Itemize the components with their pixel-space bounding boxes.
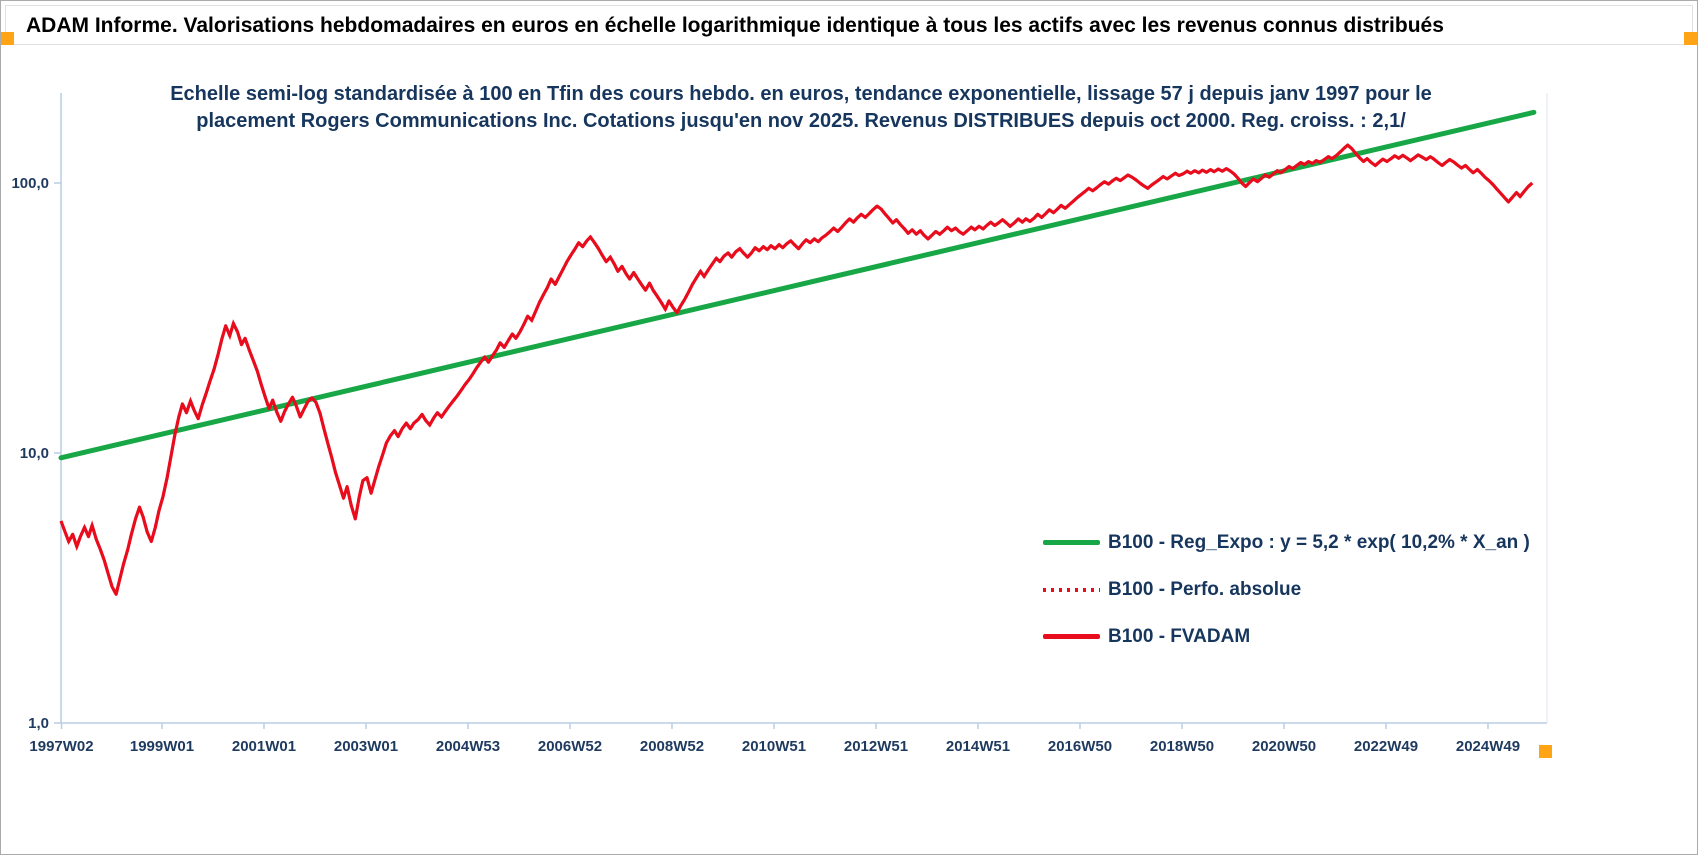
selection-handle-right[interactable] bbox=[1684, 32, 1697, 45]
x-tick-label: 2006W52 bbox=[538, 738, 602, 755]
x-tick-label: 2020W50 bbox=[1252, 738, 1316, 755]
green-line-swatch-icon bbox=[1043, 540, 1100, 545]
regression-line bbox=[58, 109, 1537, 461]
legend-item-fvadam[interactable]: B100 - FVADAM bbox=[1043, 613, 1530, 660]
selection-handle-left[interactable] bbox=[1, 32, 14, 45]
x-tick-label: 2003W01 bbox=[334, 738, 398, 755]
chart-title: Echelle semi-log standardisée à 100 en T… bbox=[71, 81, 1531, 135]
x-tick-label: 2016W50 bbox=[1048, 738, 1112, 755]
x-tick-label: 2018W50 bbox=[1150, 738, 1214, 755]
chart-title-line1: Echelle semi-log standardisée à 100 en T… bbox=[170, 83, 1432, 105]
x-tick-label: 2001W01 bbox=[232, 738, 296, 755]
x-tick-label: 2010W51 bbox=[742, 738, 806, 755]
y-tick-label: 10,0 bbox=[20, 445, 49, 462]
y-tick-label: 1,0 bbox=[28, 715, 49, 732]
fvadam-line bbox=[59, 143, 1534, 596]
x-tick-label: 2024W49 bbox=[1456, 738, 1520, 755]
red-line-swatch-icon bbox=[1043, 634, 1100, 639]
x-tick-label: 2022W49 bbox=[1354, 738, 1418, 755]
chart-title-line2: placement Rogers Communications Inc. Cot… bbox=[196, 110, 1406, 132]
x-tick-label: 2012W51 bbox=[844, 738, 908, 755]
y-tick-label: 100,0 bbox=[11, 175, 49, 192]
selection-handle-chart[interactable] bbox=[1539, 745, 1552, 758]
red-dotted-swatch-icon bbox=[1043, 587, 1100, 592]
legend-label: B100 - FVADAM bbox=[1108, 625, 1251, 647]
header-banner: ADAM Informe. Valorisations hebdomadaire… bbox=[5, 5, 1693, 45]
legend-label: B100 - Reg_Expo : y = 5,2 * exp( 10,2% *… bbox=[1108, 531, 1530, 553]
x-tick-label: 2004W53 bbox=[436, 738, 500, 755]
x-tick-label: 2008W52 bbox=[640, 738, 704, 755]
x-tick-label: 1997W02 bbox=[29, 738, 93, 755]
x-tick-label: 1999W01 bbox=[130, 738, 194, 755]
chart-legend: B100 - Reg_Expo : y = 5,2 * exp( 10,2% *… bbox=[1043, 519, 1530, 660]
header-title: ADAM Informe. Valorisations hebdomadaire… bbox=[26, 14, 1444, 37]
legend-label: B100 - Perfo. absolue bbox=[1108, 578, 1302, 600]
legend-item-reg-expo[interactable]: B100 - Reg_Expo : y = 5,2 * exp( 10,2% *… bbox=[1043, 519, 1530, 566]
x-tick-label: 2014W51 bbox=[946, 738, 1010, 755]
legend-item-perfo-absolue[interactable]: B100 - Perfo. absolue bbox=[1043, 566, 1530, 613]
